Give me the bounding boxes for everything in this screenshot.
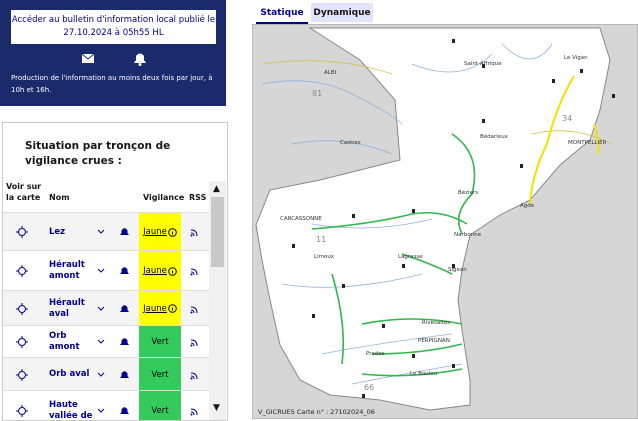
tab[interactable]: Dynamique <box>311 3 373 22</box>
scrollbar[interactable]: ▲ ▼ <box>209 181 226 420</box>
place-label: Lagrasse <box>398 254 423 260</box>
row-icon[interactable] <box>16 368 28 381</box>
row-icon[interactable] <box>120 227 129 237</box>
vigilance-level[interactable]: Jaune <box>143 266 167 276</box>
place-label: Agde <box>520 203 535 209</box>
row-icon[interactable] <box>190 304 200 314</box>
place-label: Le Boulou <box>410 371 437 377</box>
header: RSS <box>189 193 207 202</box>
vigilance-level: Vert <box>151 406 169 416</box>
row-icon[interactable] <box>16 265 28 277</box>
row-name: Lez <box>49 226 66 237</box>
vigilance-cell: Vert <box>139 391 181 420</box>
header: Vigilance <box>143 193 185 202</box>
place-label: Rivesaltes <box>422 320 450 326</box>
table-row: Hérault aval Jaune <box>3 290 209 326</box>
place-label: Saint-Affrique <box>464 61 502 67</box>
row-name: Haute vallée de <box>49 400 93 421</box>
table-row: Lez Jaune <box>3 212 209 251</box>
tab[interactable]: Statique <box>256 3 308 24</box>
vigilance-panel: Situation par tronçon de vigilance crues… <box>2 122 228 421</box>
header: Nom <box>49 193 70 202</box>
row-icon[interactable] <box>190 370 200 380</box>
vigilance-cell: Jaune <box>139 251 181 291</box>
place-label: Prades <box>366 351 385 357</box>
place-label: PERPIGNAN <box>418 338 450 344</box>
row-icon[interactable] <box>190 406 200 416</box>
row-icon[interactable] <box>120 406 129 416</box>
department-number: 34 <box>562 114 572 123</box>
place-label: Sigean <box>448 267 467 273</box>
row-icon[interactable] <box>190 266 200 276</box>
place-label: Narbonne <box>454 232 482 238</box>
row-icon[interactable] <box>97 229 105 235</box>
row-icon[interactable] <box>16 336 28 348</box>
vigilance-level: Vert <box>151 369 169 380</box>
row-icon[interactable] <box>97 408 105 414</box>
vigilance-cell: Vert <box>139 358 181 391</box>
table-row: Hérault amont Jaune <box>3 250 209 291</box>
vigilance-cell: Jaune <box>139 291 181 326</box>
bulletin-link[interactable]: Accéder au bulletin d'information local … <box>11 10 216 44</box>
vigilance-cell: Vert <box>139 326 181 358</box>
place-label: Le Vigan <box>564 55 588 61</box>
place-label: Limoux <box>314 254 335 260</box>
row-icon[interactable] <box>97 268 105 274</box>
row-icon[interactable] <box>120 337 129 347</box>
row-icon[interactable] <box>16 226 28 238</box>
table-row: Orb amont Vert <box>3 325 209 358</box>
department-number: 66 <box>364 383 374 392</box>
place-label: ALBI <box>324 70 337 76</box>
row-name: Hérault amont <box>49 260 85 281</box>
map[interactable]: ALBI Saint-Affrique Le Vigan Castres Bédarie… <box>252 24 638 419</box>
row-icon[interactable] <box>16 302 28 315</box>
row-icon[interactable] <box>120 370 129 380</box>
place-label: MONTPELLIER <box>568 140 607 146</box>
row-icon[interactable] <box>97 306 105 312</box>
banner-icons <box>81 53 146 66</box>
row-name: Orb amont <box>49 331 80 352</box>
place-label: Castres <box>340 140 361 146</box>
row-icon[interactable] <box>16 405 28 417</box>
place-label: Béziers <box>458 189 478 196</box>
info-banner: Accéder au bulletin d'information local … <box>0 0 226 106</box>
department-number: 11 <box>316 235 326 244</box>
department-number: 81 <box>312 89 322 98</box>
place-label: Bédarieux <box>480 133 509 140</box>
header: Voir sur la carte <box>6 182 42 202</box>
row-icon[interactable] <box>120 266 129 276</box>
table-row: Orb aval Vert <box>3 357 209 391</box>
map-footer: V_GICRUES Carte n° : 27102024_06 <box>258 408 375 416</box>
row-icon[interactable] <box>97 372 105 378</box>
vigilance-level[interactable]: Jaune <box>143 303 167 314</box>
table-row: Haute vallée de Vert <box>3 390 209 421</box>
row-icon[interactable] <box>97 339 105 345</box>
place-label: CARCASSONNE <box>280 216 322 222</box>
vigilance-level: Vert <box>151 337 169 347</box>
panel-title: Situation par tronçon de vigilance crues… <box>25 140 171 167</box>
vigilance-cell: Jaune <box>139 213 181 251</box>
vigilance-level[interactable]: Jaune <box>143 227 167 237</box>
row-icon[interactable] <box>190 227 200 237</box>
row-name: Hérault aval <box>49 297 85 319</box>
banner-note: Production de l'information au moins deu… <box>11 74 213 94</box>
row-name: Orb aval <box>49 369 90 379</box>
row-icon[interactable] <box>190 337 200 347</box>
row-icon[interactable] <box>120 304 129 314</box>
